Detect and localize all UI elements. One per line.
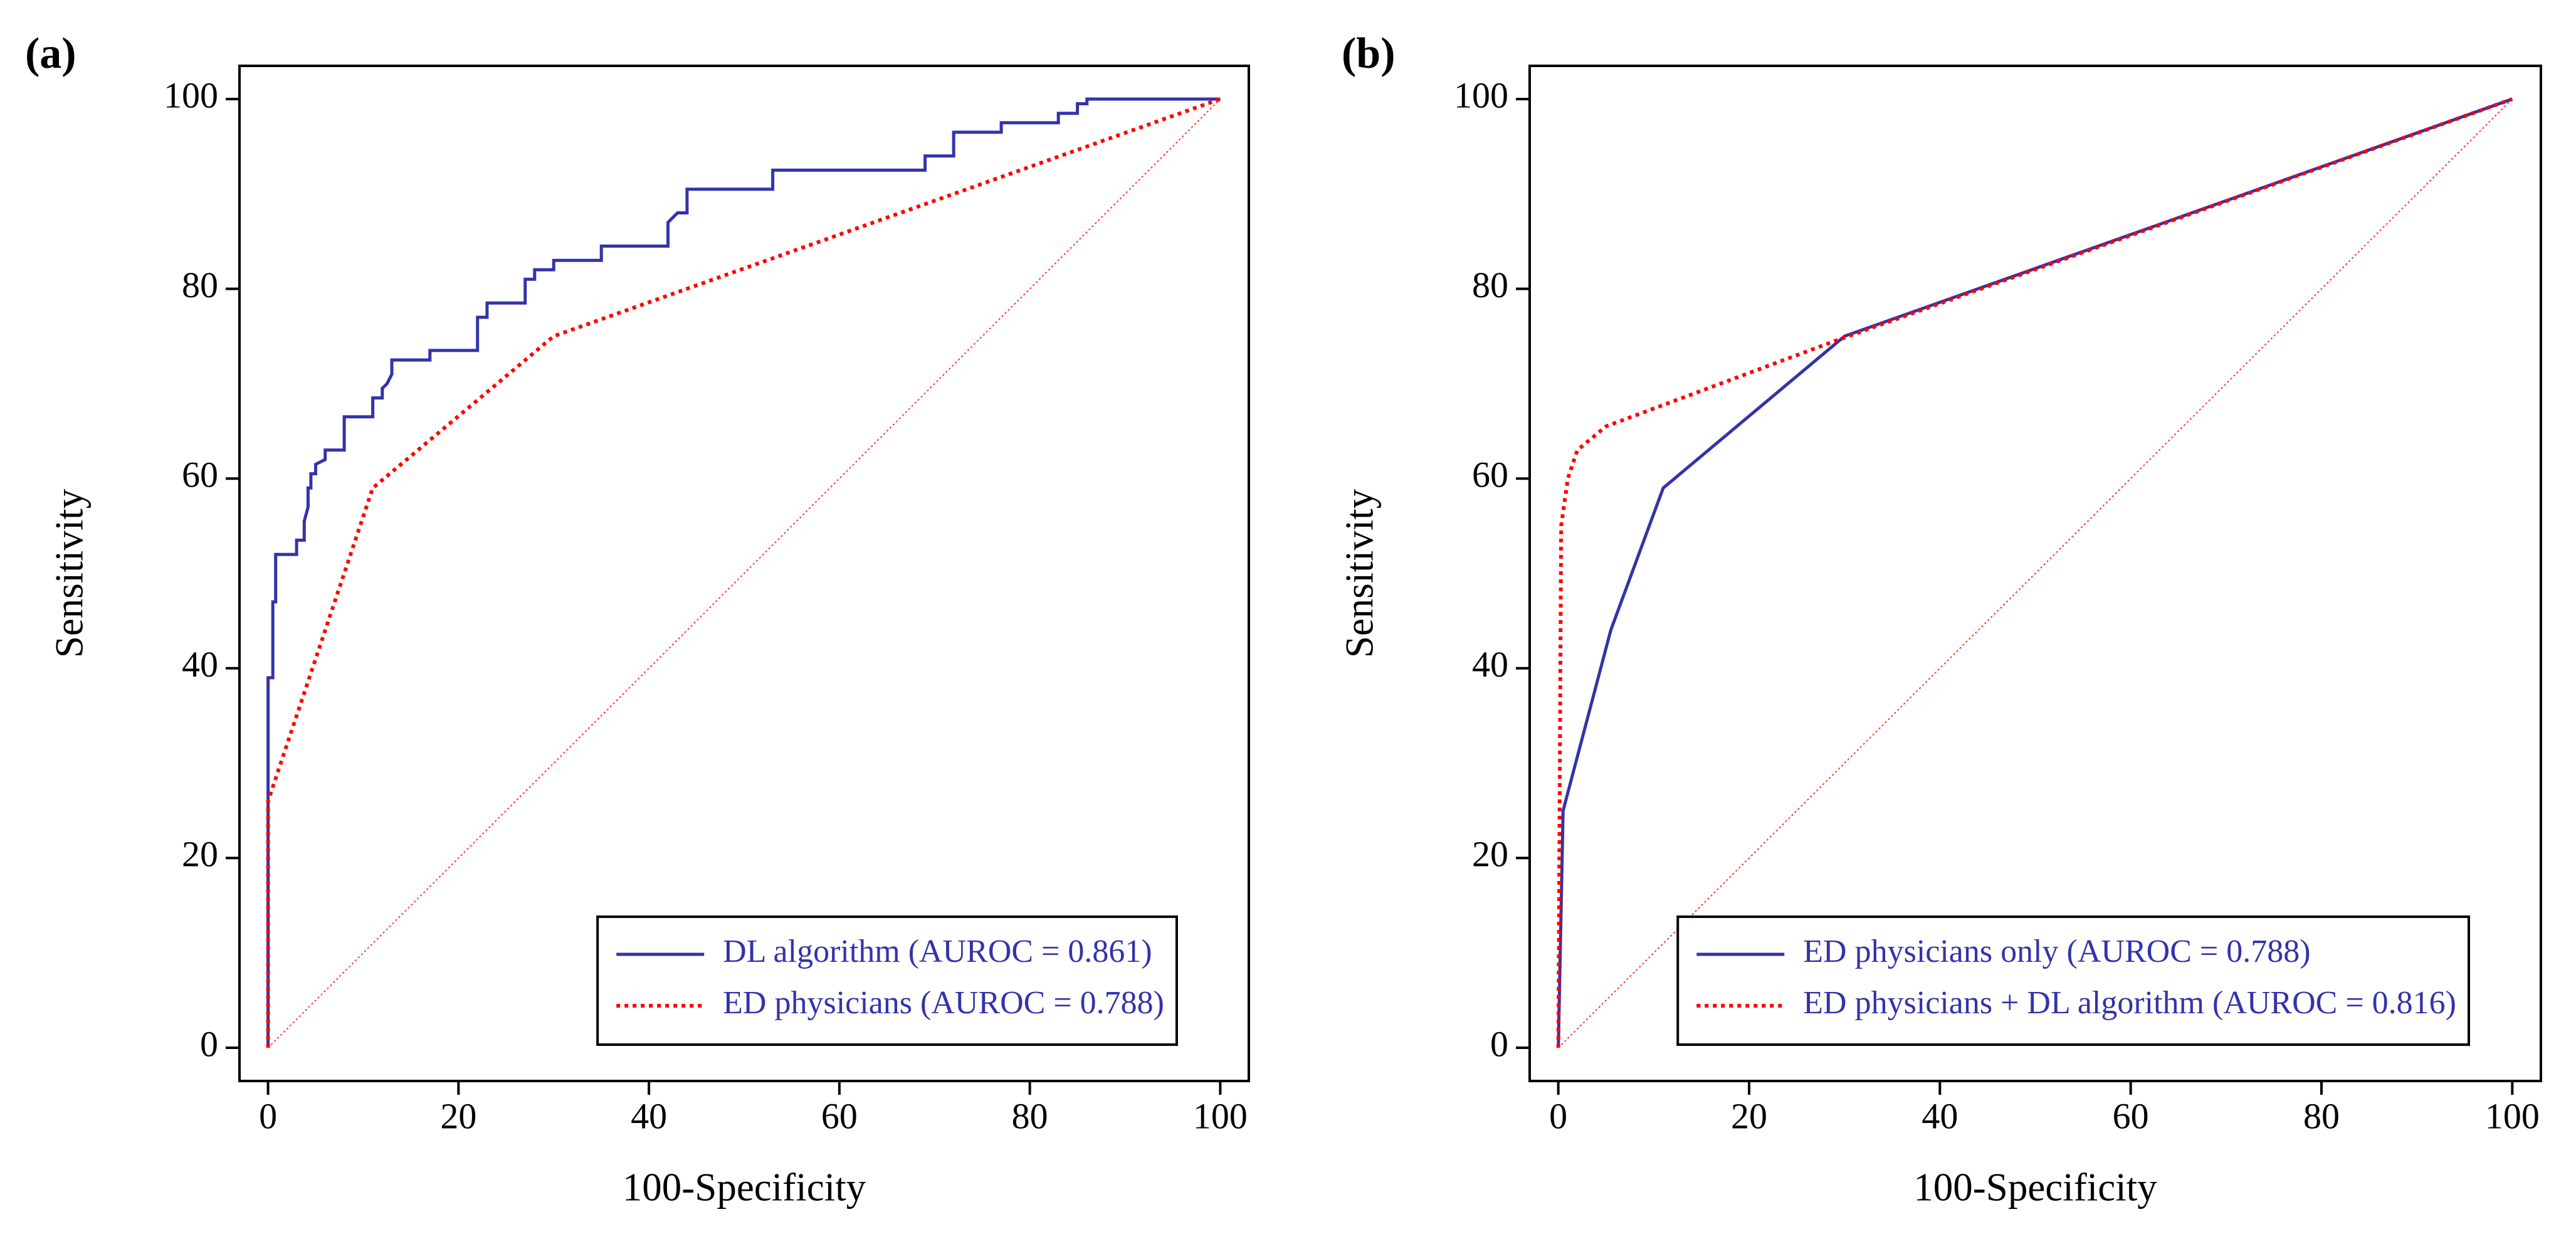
- legend-label: ED physicians (AUROC = 0.788): [723, 985, 1164, 1021]
- y-tick-label: 0: [1490, 1023, 1508, 1064]
- roc-curve: [266, 97, 1221, 1048]
- y-tick-label: 80: [1472, 265, 1508, 305]
- legend-frame: [596, 915, 1178, 1047]
- y-axis-label: Sensitivity: [47, 488, 91, 658]
- x-tick-label: 100: [2485, 1095, 2540, 1136]
- panel-label: (b): [1342, 29, 1396, 78]
- y-axis-label: Sensitivity: [1337, 488, 1381, 658]
- x-tick-label: 80: [2303, 1095, 2340, 1136]
- legend: ED physicians only (AUROC = 0.788) ED phy…: [1676, 915, 2470, 1047]
- x-tick-label: 20: [1731, 1095, 1767, 1136]
- x-tick-label: 40: [1921, 1095, 1958, 1136]
- y-tick-label: 100: [1454, 75, 1508, 115]
- legend-frame: [1676, 915, 2470, 1047]
- y-tick-label: 60: [182, 455, 218, 495]
- y-tick-label: 40: [182, 644, 218, 685]
- roc-curve: [1556, 97, 2513, 1048]
- plot-frame: [1528, 65, 2542, 1082]
- x-axis-label: 100-Specificity: [623, 1165, 866, 1209]
- chart-panel: (b) 0 20 40 60 80 100 0 20 40 60 80 100 100-Specifici…: [1337, 29, 2542, 1209]
- x-tick-label: 100: [1193, 1095, 1248, 1136]
- roc-curve: [266, 97, 1221, 1048]
- chance-line: [267, 98, 1221, 1048]
- legend: DL algorithm (AUROC = 0.861) ED physician…: [596, 915, 1178, 1047]
- y-tick-label: 100: [164, 75, 218, 115]
- y-tick-label: 40: [1472, 644, 1508, 685]
- chart-panel: (a) 0 20 40 60 80 100 0 20 40 60 80 100 100-Specifici…: [25, 29, 1250, 1209]
- y-tick-label: 20: [182, 834, 218, 875]
- x-tick-label: 60: [2113, 1095, 2149, 1136]
- y-tick-label: 80: [182, 265, 218, 305]
- x-tick-label: 80: [1012, 1095, 1048, 1136]
- panel-label: (a): [25, 29, 76, 78]
- x-axis-label: 100-Specificity: [1913, 1165, 2157, 1209]
- x-tick-label: 20: [440, 1095, 476, 1136]
- legend-label: ED physicians + DL algorithm (AUROC = 0.…: [1803, 985, 2456, 1021]
- x-tick-label: 0: [1549, 1095, 1567, 1136]
- x-tick-label: 60: [821, 1095, 858, 1136]
- plot-frame: [238, 65, 1250, 1082]
- roc-curve: [1557, 97, 2513, 1048]
- y-tick-label: 20: [1472, 834, 1508, 875]
- chance-line: [1557, 98, 2513, 1048]
- x-tick-label: 0: [259, 1095, 277, 1136]
- y-tick-label: 0: [200, 1023, 218, 1064]
- legend-label: ED physicians only (AUROC = 0.788): [1803, 934, 2310, 969]
- legend-label: DL algorithm (AUROC = 0.861): [723, 934, 1152, 969]
- y-tick-label: 60: [1472, 455, 1508, 495]
- x-tick-label: 40: [631, 1095, 667, 1136]
